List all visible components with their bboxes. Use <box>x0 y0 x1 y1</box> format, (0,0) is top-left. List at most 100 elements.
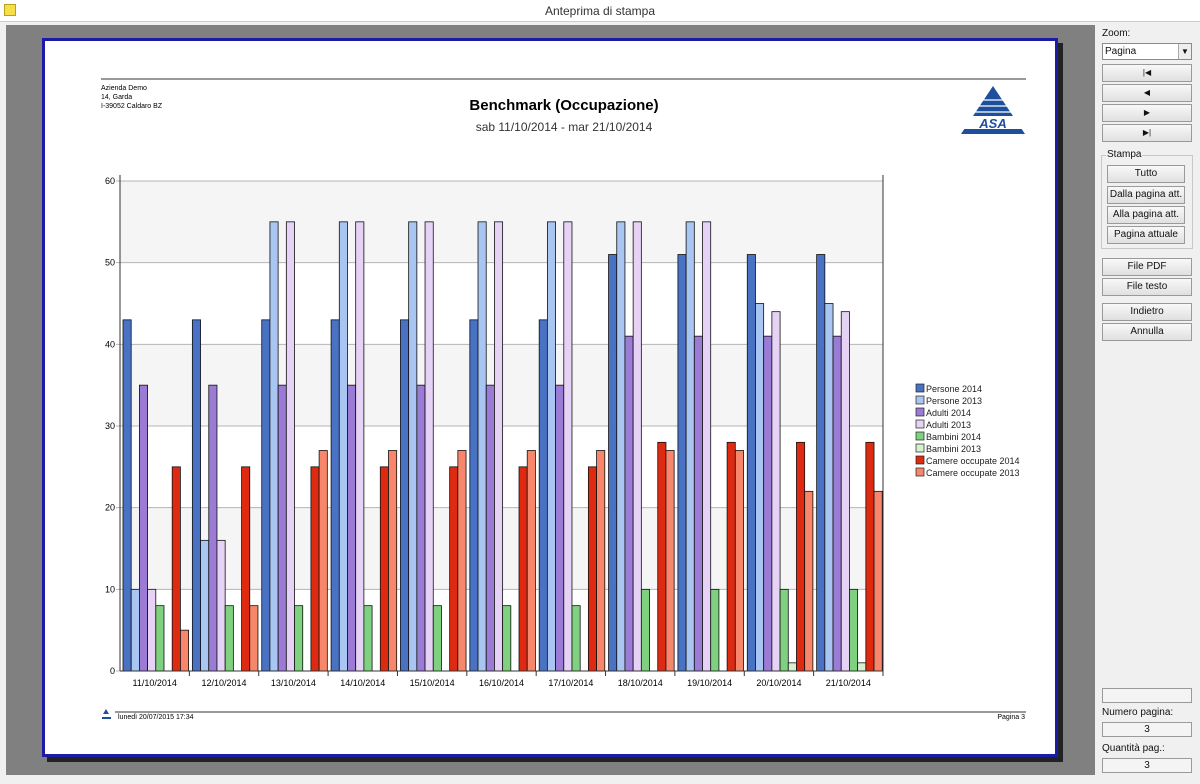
prev-page-button[interactable]: ◀ <box>1102 84 1192 102</box>
y-tick-label: 30 <box>105 421 115 431</box>
print-current-button[interactable]: Pagina attuale <box>1107 226 1185 244</box>
x-tick-label: 12/10/2014 <box>202 678 247 688</box>
bar <box>502 605 512 672</box>
legend-label: Bambini 2013 <box>926 444 981 454</box>
y-tick-label: 10 <box>105 584 115 594</box>
legend-label: Persone 2014 <box>926 384 982 394</box>
bar <box>873 490 883 672</box>
next-page-button[interactable]: ▶ <box>1102 104 1192 122</box>
legend-swatch <box>915 419 925 429</box>
company-city: I-39052 Caldaro BZ <box>101 103 163 110</box>
stampa-label: Stampa <box>1106 149 1143 160</box>
x-tick-label: 17/10/2014 <box>548 678 593 688</box>
page-number-label: Numero pagina: <box>1102 707 1174 718</box>
control-panel: Zoom: Pagina ▼ |◀ ◀ ▶ ▶| Stampa Tutto Da… <box>1097 22 1200 784</box>
footer-page: Pagina 3 <box>997 714 1025 721</box>
bar <box>416 384 426 672</box>
bar <box>147 588 157 672</box>
bar <box>208 384 218 672</box>
bar <box>596 450 606 672</box>
bar <box>779 588 789 672</box>
x-tick-label: 13/10/2014 <box>271 678 316 688</box>
print-from-current-button[interactable]: Dalla pagina att. <box>1107 186 1185 204</box>
cancel-button[interactable]: Annulla <box>1102 323 1192 341</box>
bar <box>424 221 434 672</box>
bar <box>269 221 279 672</box>
zoom-select[interactable]: Pagina ▼ <box>1102 43 1192 60</box>
bar <box>457 450 467 672</box>
print-to-current-button[interactable]: Alla pagina att. <box>1107 206 1185 224</box>
bar <box>526 450 536 672</box>
x-tick-label: 15/10/2014 <box>410 678 455 688</box>
bar <box>261 319 271 672</box>
bar <box>587 466 597 672</box>
print-all-button[interactable]: Tutto <box>1107 165 1185 183</box>
bar <box>432 605 442 672</box>
page-number-field[interactable]: 3 <box>1102 722 1192 737</box>
y-tick-label: 60 <box>105 176 115 186</box>
bar <box>200 539 210 672</box>
bar <box>310 466 320 672</box>
bar <box>804 490 814 672</box>
bar <box>608 254 618 672</box>
x-tick-label: 11/10/2014 <box>132 678 176 688</box>
bar <box>171 466 181 672</box>
bar <box>546 221 556 672</box>
stampa-group: Stampa <box>1101 149 1193 249</box>
bar <box>347 384 357 672</box>
last-page-button[interactable]: ▶| <box>1102 124 1192 142</box>
x-tick-label: 19/10/2014 <box>687 678 732 688</box>
bar <box>216 539 226 672</box>
bar <box>755 303 765 672</box>
bar <box>693 335 703 672</box>
zoom-label: Zoom: <box>1102 28 1131 39</box>
company-logo: ASA <box>961 86 1025 134</box>
bar <box>685 221 695 672</box>
bar <box>616 221 626 672</box>
bar <box>555 384 565 672</box>
zoom-select-value: Pagina <box>1105 46 1137 57</box>
bar <box>571 605 581 672</box>
first-page-button[interactable]: |◀ <box>1102 64 1192 82</box>
bar <box>771 311 781 672</box>
file-pdf-button[interactable]: File PDF <box>1102 258 1192 276</box>
bar <box>355 221 365 672</box>
legend-label: Camere occupate 2013 <box>926 468 1020 478</box>
bar <box>665 450 675 672</box>
svg-text:ASA: ASA <box>978 116 1006 131</box>
bar <box>840 311 850 672</box>
legend-swatch <box>915 407 925 417</box>
legend-swatch <box>915 455 925 465</box>
bar <box>294 605 304 672</box>
app-icon <box>4 4 16 16</box>
y-tick-label: 50 <box>105 258 115 268</box>
legend-label: Bambini 2014 <box>926 432 981 442</box>
bar <box>363 605 373 672</box>
x-tick-label: 14/10/2014 <box>340 678 385 688</box>
x-tick-label: 20/10/2014 <box>756 678 801 688</box>
bar <box>408 221 418 672</box>
back-button[interactable]: Indietro <box>1102 303 1192 321</box>
bar <box>518 466 528 672</box>
page-count-label: Quantità pag.: <box>1102 743 1165 754</box>
bar <box>138 384 148 672</box>
x-tick-label: 16/10/2014 <box>479 678 524 688</box>
bar <box>285 221 295 672</box>
preview-area[interactable]: Azienda Demo 14, Garda I-39052 Caldaro B… <box>6 25 1095 775</box>
file-text-button[interactable]: File testo <box>1102 278 1192 296</box>
bar <box>241 466 251 672</box>
status-field <box>1102 688 1192 703</box>
bar <box>449 466 459 672</box>
window-titlebar: Anteprima di stampa <box>0 0 1200 22</box>
bar <box>318 450 328 672</box>
bar <box>277 384 287 672</box>
bar <box>538 319 548 672</box>
bar <box>563 221 573 672</box>
bar <box>485 384 495 672</box>
bar <box>191 319 201 672</box>
report-subtitle: sab 11/10/2014 - mar 21/10/2014 <box>476 120 653 134</box>
y-tick-label: 0 <box>110 666 115 676</box>
bar-chart: 0 10 20 30 40 50 60 11/10/2014 12/10/2014 13/10/2… <box>105 175 884 688</box>
legend-label: Camere occupate 2014 <box>926 456 1020 466</box>
next-page-icon: ▶ <box>1143 108 1151 117</box>
